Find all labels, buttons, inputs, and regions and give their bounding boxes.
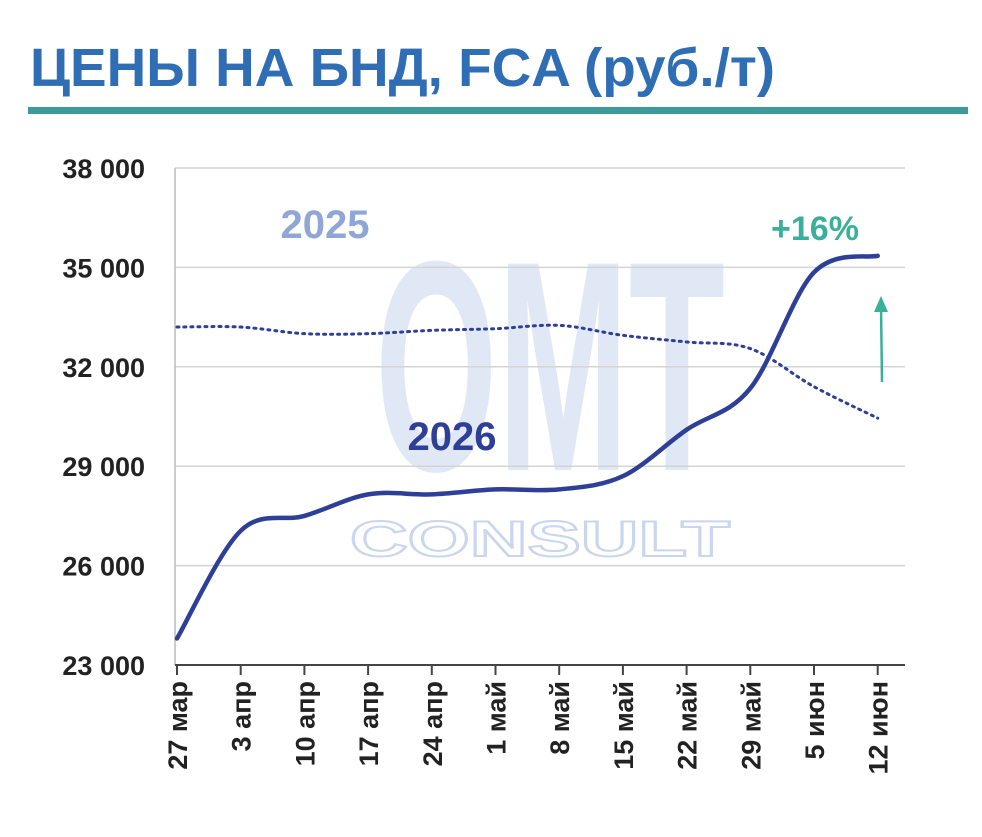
x-tick-label: 17 апр [354, 681, 384, 766]
series-label: 2026 [408, 415, 497, 459]
x-tick-label: 15 май [609, 681, 639, 770]
series-label: 2025 [281, 203, 370, 247]
x-tick-label: 24 апр [418, 681, 448, 766]
y-tick-label: 23 000 [62, 651, 145, 681]
x-tick-label: 5 июн [800, 681, 830, 759]
annotation: +16% [771, 210, 859, 248]
y-tick-label: 32 000 [62, 353, 145, 383]
series-line [175, 323, 880, 420]
x-tick-label: 27 мар [163, 681, 193, 770]
x-tick-label: 12 июн [864, 681, 894, 775]
x-tick-label: 10 апр [290, 681, 320, 766]
y-tick-label: 38 000 [62, 154, 145, 184]
watermark: CONSULT [350, 511, 730, 567]
chart-title: ЦЕНЫ НА БНД, FCA (руб./т) [30, 38, 775, 98]
y-tick-label: 35 000 [62, 253, 145, 283]
series-line [174, 253, 880, 641]
x-tick-label: 3 апр [227, 681, 257, 751]
y-tick-label: 29 000 [62, 452, 145, 482]
annotation-arrow [879, 304, 884, 383]
title-rule [28, 107, 968, 114]
x-tick-label: 1 май [482, 681, 512, 755]
x-tick-label: 22 май [673, 681, 703, 770]
watermark: OMT [375, 198, 725, 534]
y-tick-label: 26 000 [62, 552, 145, 582]
x-tick-label: 8 май [545, 681, 575, 755]
annotation-arrowhead [874, 296, 888, 312]
x-tick-label: 29 май [736, 681, 766, 770]
